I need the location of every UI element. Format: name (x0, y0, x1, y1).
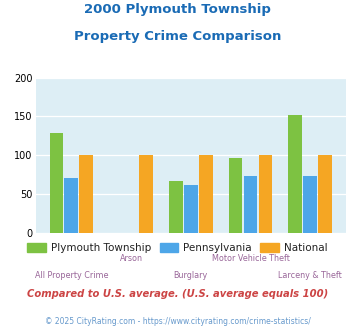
Text: Burglary: Burglary (174, 271, 208, 280)
Bar (258, 155, 272, 233)
Bar (50, 133, 63, 233)
Text: Property Crime Comparison: Property Crime Comparison (74, 30, 281, 43)
Bar (289, 115, 302, 233)
Bar (139, 155, 153, 233)
Bar (184, 184, 198, 233)
Text: © 2025 CityRating.com - https://www.cityrating.com/crime-statistics/: © 2025 CityRating.com - https://www.city… (45, 317, 310, 326)
Bar (65, 178, 78, 233)
Bar (80, 155, 93, 233)
Bar (229, 158, 242, 233)
Text: 2000 Plymouth Township: 2000 Plymouth Township (84, 3, 271, 16)
Text: Compared to U.S. average. (U.S. average equals 100): Compared to U.S. average. (U.S. average … (27, 289, 328, 299)
Text: All Property Crime: All Property Crime (34, 271, 108, 280)
Bar (199, 155, 213, 233)
Bar (318, 155, 332, 233)
Text: Motor Vehicle Theft: Motor Vehicle Theft (212, 254, 289, 263)
Bar (304, 176, 317, 233)
Text: Larceny & Theft: Larceny & Theft (278, 271, 342, 280)
Text: Arson: Arson (120, 254, 143, 263)
Legend: Plymouth Township, Pennsylvania, National: Plymouth Township, Pennsylvania, Nationa… (23, 239, 332, 257)
Bar (244, 176, 257, 233)
Bar (169, 182, 183, 233)
